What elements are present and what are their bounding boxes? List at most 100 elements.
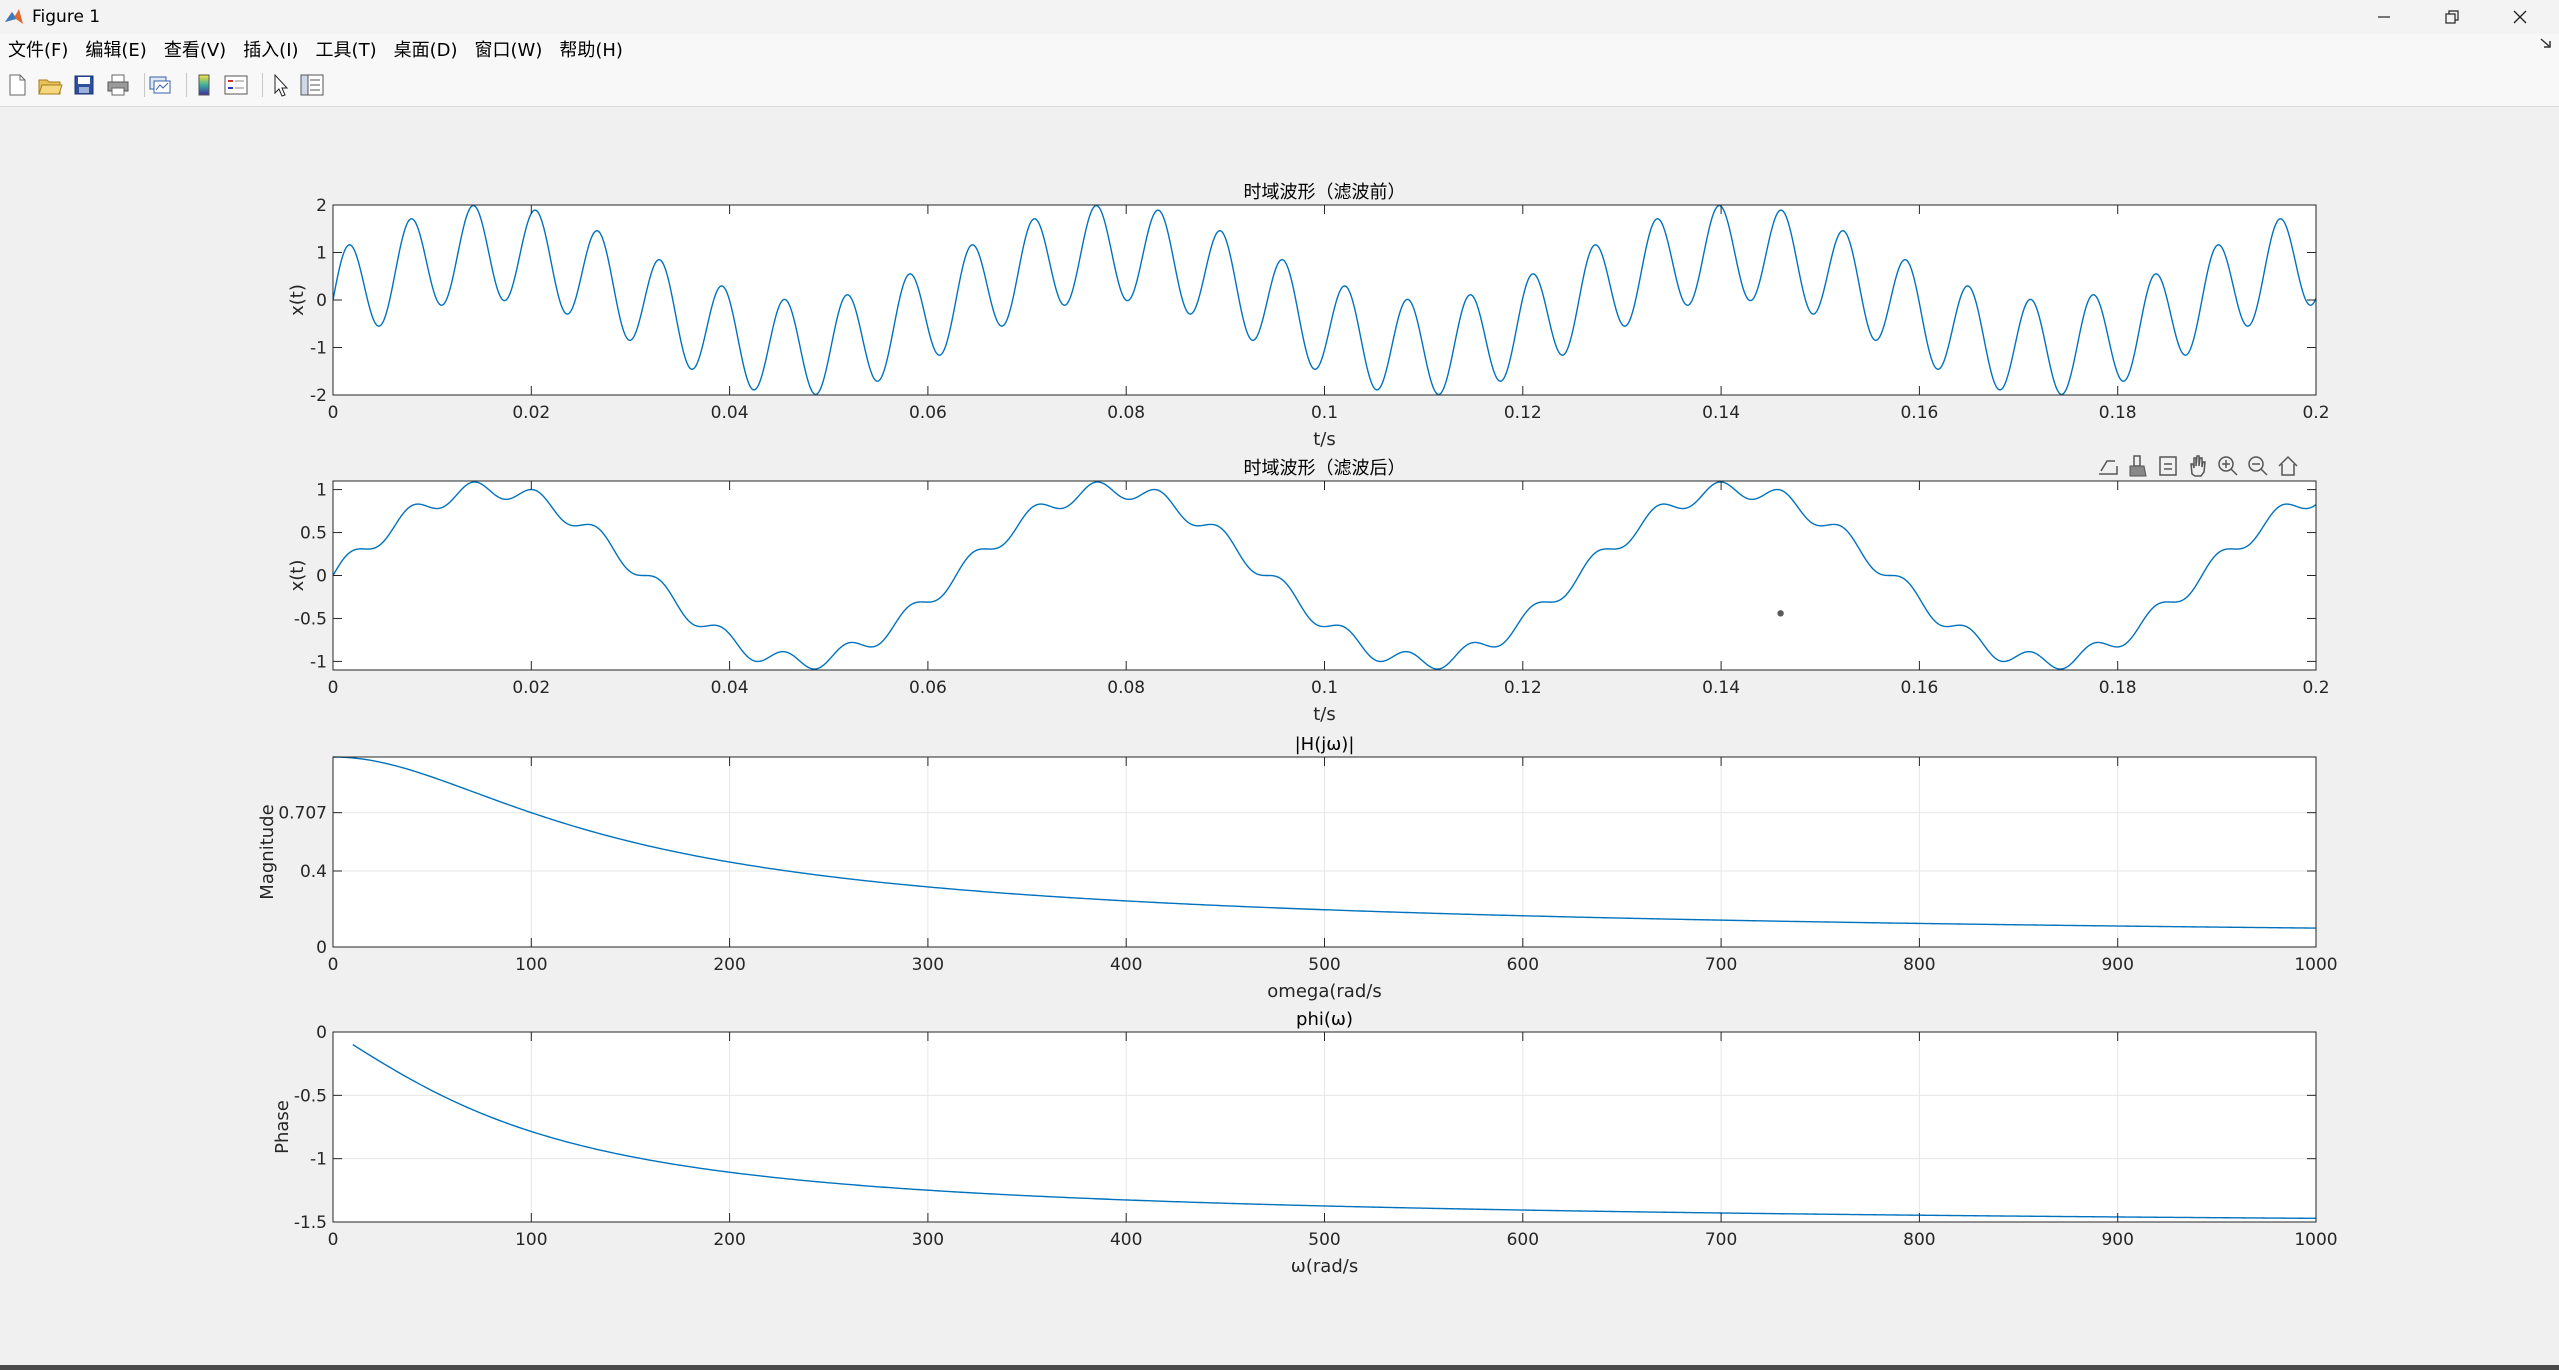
y-tick-label: -0.5 — [294, 609, 327, 629]
x-tick-label: 100 — [515, 955, 547, 975]
menu-insert[interactable]: 插入(I) — [243, 40, 299, 61]
restore-icon — [2445, 10, 2459, 24]
insert-colorbar-button[interactable] — [190, 71, 218, 99]
x-tick-label: 0.18 — [2099, 403, 2137, 423]
x-tick-label: 0.04 — [711, 678, 749, 698]
x-tick-label: 600 — [1507, 955, 1539, 975]
data-tips-button[interactable] — [2159, 456, 2177, 476]
menu-tools[interactable]: 工具(T) — [315, 40, 377, 61]
new-figure-button[interactable] — [3, 71, 31, 99]
print-icon — [107, 74, 129, 96]
x-tick-label: 0.2 — [2302, 403, 2329, 423]
menu-file[interactable]: 文件(F) — [8, 40, 69, 61]
x-tick-label: 200 — [713, 955, 745, 975]
x-tick-label: 0.12 — [1504, 678, 1542, 698]
axes-background — [333, 205, 2316, 395]
x-tick-label: 0.12 — [1504, 403, 1542, 423]
series-line — [332, 481, 2317, 670]
x-tick-label: 0.04 — [711, 403, 749, 423]
subplot-2[interactable]: 0 0.02 0.04 0.06 0.08 0.1 0.12 0.14 0.16 0.18 0.2 -… — [287, 458, 2330, 725]
window-title: Figure 1 — [32, 7, 101, 27]
x-tick-label: 800 — [1903, 1230, 1935, 1250]
restore-button[interactable] — [2418, 0, 2486, 34]
subplot-4[interactable]: 0 100 200 300 400 500 600 700 800 900 1000 -1.5 -1 -0… — [272, 1009, 2338, 1277]
axes-title: 时域波形（滤波后） — [1244, 458, 1406, 479]
print-button[interactable] — [104, 71, 132, 99]
subplot-1[interactable]: 0 0.02 0.04 0.06 0.08 0.1 0.12 0.14 0.16 0.18 0.2 -… — [287, 182, 2330, 450]
close-button[interactable] — [2486, 0, 2554, 34]
x-tick-label: 700 — [1705, 1230, 1737, 1250]
menu-edit[interactable]: 编辑(E) — [85, 40, 147, 61]
axes-title: 时域波形（滤波前） — [1244, 182, 1406, 203]
series-line — [332, 756, 2317, 929]
x-tick-label: 0 — [328, 955, 339, 975]
menu-view[interactable]: 查看(V) — [163, 40, 227, 61]
save-button[interactable] — [70, 71, 98, 99]
link-plot-button[interactable] — [146, 71, 174, 99]
y-axis-label: Phase — [272, 1100, 293, 1154]
x-tick-label: 900 — [2101, 1230, 2133, 1250]
edit-plot-button[interactable] — [266, 71, 294, 99]
x-axis-label: omega(rad/s — [1267, 981, 1381, 1002]
y-tick-label: 2 — [316, 196, 327, 216]
x-tick-label: 0.02 — [512, 403, 550, 423]
insert-legend-button[interactable] — [222, 71, 250, 99]
x-tick-label: 1000 — [2294, 955, 2337, 975]
axes-title: phi(ω) — [1296, 1009, 1353, 1030]
zoom-out-button[interactable] — [2248, 456, 2268, 476]
y-tick-label: -1 — [310, 1150, 327, 1170]
home-roof — [2278, 455, 2298, 467]
x-tick-label: 300 — [912, 1230, 944, 1250]
x-tick-label: 900 — [2101, 955, 2133, 975]
edit-plot-icon — [274, 73, 289, 97]
dock-figure-icon[interactable] — [2539, 36, 2553, 50]
open-file-button[interactable] — [36, 71, 64, 99]
zoom-in-button[interactable] — [2218, 456, 2238, 476]
menu-desktop[interactable]: 桌面(D) — [393, 40, 458, 61]
x-tick-label: 500 — [1308, 1230, 1340, 1250]
minimize-button[interactable] — [2350, 0, 2418, 34]
figure-canvas[interactable]: 0 0.02 0.04 0.06 0.08 0.1 0.12 0.14 0.16 0.18 0.2-… — [0, 107, 2559, 1365]
export-button[interactable] — [2099, 460, 2118, 475]
figure-toolbar — [0, 64, 2559, 107]
brush-button[interactable] — [2129, 455, 2147, 477]
zoom-out-icon — [2248, 456, 2268, 476]
title-bar: Figure 1 — [0, 0, 2559, 34]
window-bottom-edge — [0, 1365, 2559, 1370]
menu-help[interactable]: 帮助(H) — [559, 40, 623, 61]
x-tick-label: 0.2 — [2302, 678, 2329, 698]
y-tick-label: 0 — [316, 938, 327, 958]
x-tick-label: 500 — [1308, 955, 1340, 975]
data-tip-marker[interactable] — [1777, 610, 1784, 617]
menu-window[interactable]: 窗口(W) — [474, 40, 543, 61]
x-axis-label: ω(rad/s — [1291, 1256, 1358, 1277]
new-figure-icon — [9, 74, 26, 96]
toolbar-separator — [186, 73, 187, 97]
axes-toolbar — [2099, 455, 2298, 477]
x-tick-label: 0.02 — [512, 678, 550, 698]
home-walls — [2281, 464, 2295, 476]
matlab-app-icon — [5, 9, 23, 24]
menu-bar: 文件(F) 编辑(E) 查看(V) 插入(I) 工具(T) 桌面(D) 窗口(W… — [0, 34, 2559, 64]
y-tick-label: -1 — [310, 339, 327, 359]
brush-head — [2129, 465, 2147, 477]
x-tick-label: 0.06 — [909, 678, 947, 698]
x-tick-label: 400 — [1110, 955, 1142, 975]
restore-view-button[interactable] — [2278, 455, 2298, 476]
y-axis-label: x(t) — [287, 560, 308, 592]
pan-button[interactable] — [2190, 455, 2206, 477]
x-tick-label: 0.14 — [1702, 403, 1740, 423]
property-inspector-icon — [300, 74, 324, 96]
y-tick-label: 1 — [316, 481, 327, 501]
axes-background — [333, 481, 2316, 670]
x-tick-label: 0.14 — [1702, 678, 1740, 698]
x-tick-label: 0.16 — [1900, 403, 1938, 423]
subplot-3[interactable]: 0 100 200 300 400 500 600 700 800 900 1000 0 0.4 0.70… — [257, 734, 2338, 1002]
export-icon-arrow — [2100, 460, 2115, 472]
magnifier-handle — [2260, 468, 2268, 476]
x-tick-label: 0.16 — [1900, 678, 1938, 698]
x-tick-label: 0 — [328, 403, 339, 423]
property-inspector-button[interactable] — [298, 71, 326, 99]
close-icon — [2513, 10, 2527, 24]
export-icon — [2099, 460, 2118, 475]
